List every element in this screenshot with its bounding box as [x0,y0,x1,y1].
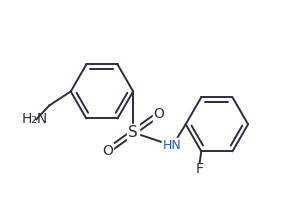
Text: H₂N: H₂N [21,112,48,126]
Text: HN: HN [163,139,182,152]
Text: O: O [102,143,113,157]
Text: S: S [128,125,138,140]
Text: O: O [153,108,164,121]
Text: F: F [196,162,204,176]
